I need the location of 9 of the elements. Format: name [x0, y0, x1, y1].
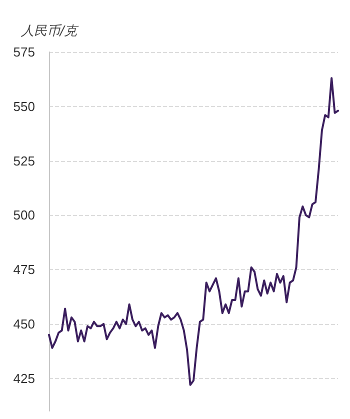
y-tick-label: 575	[13, 44, 35, 60]
y-tick-label: 550	[13, 98, 35, 114]
y-tick-label: 525	[13, 153, 35, 168]
line-series	[48, 77, 339, 386]
y-axis-title: 人民币/克	[20, 24, 80, 39]
y-tick-label: 450	[13, 316, 35, 332]
y-tick-label: 425	[13, 370, 35, 386]
y-tick-label: 500	[13, 208, 35, 223]
y-tick-label: 475	[13, 262, 35, 278]
